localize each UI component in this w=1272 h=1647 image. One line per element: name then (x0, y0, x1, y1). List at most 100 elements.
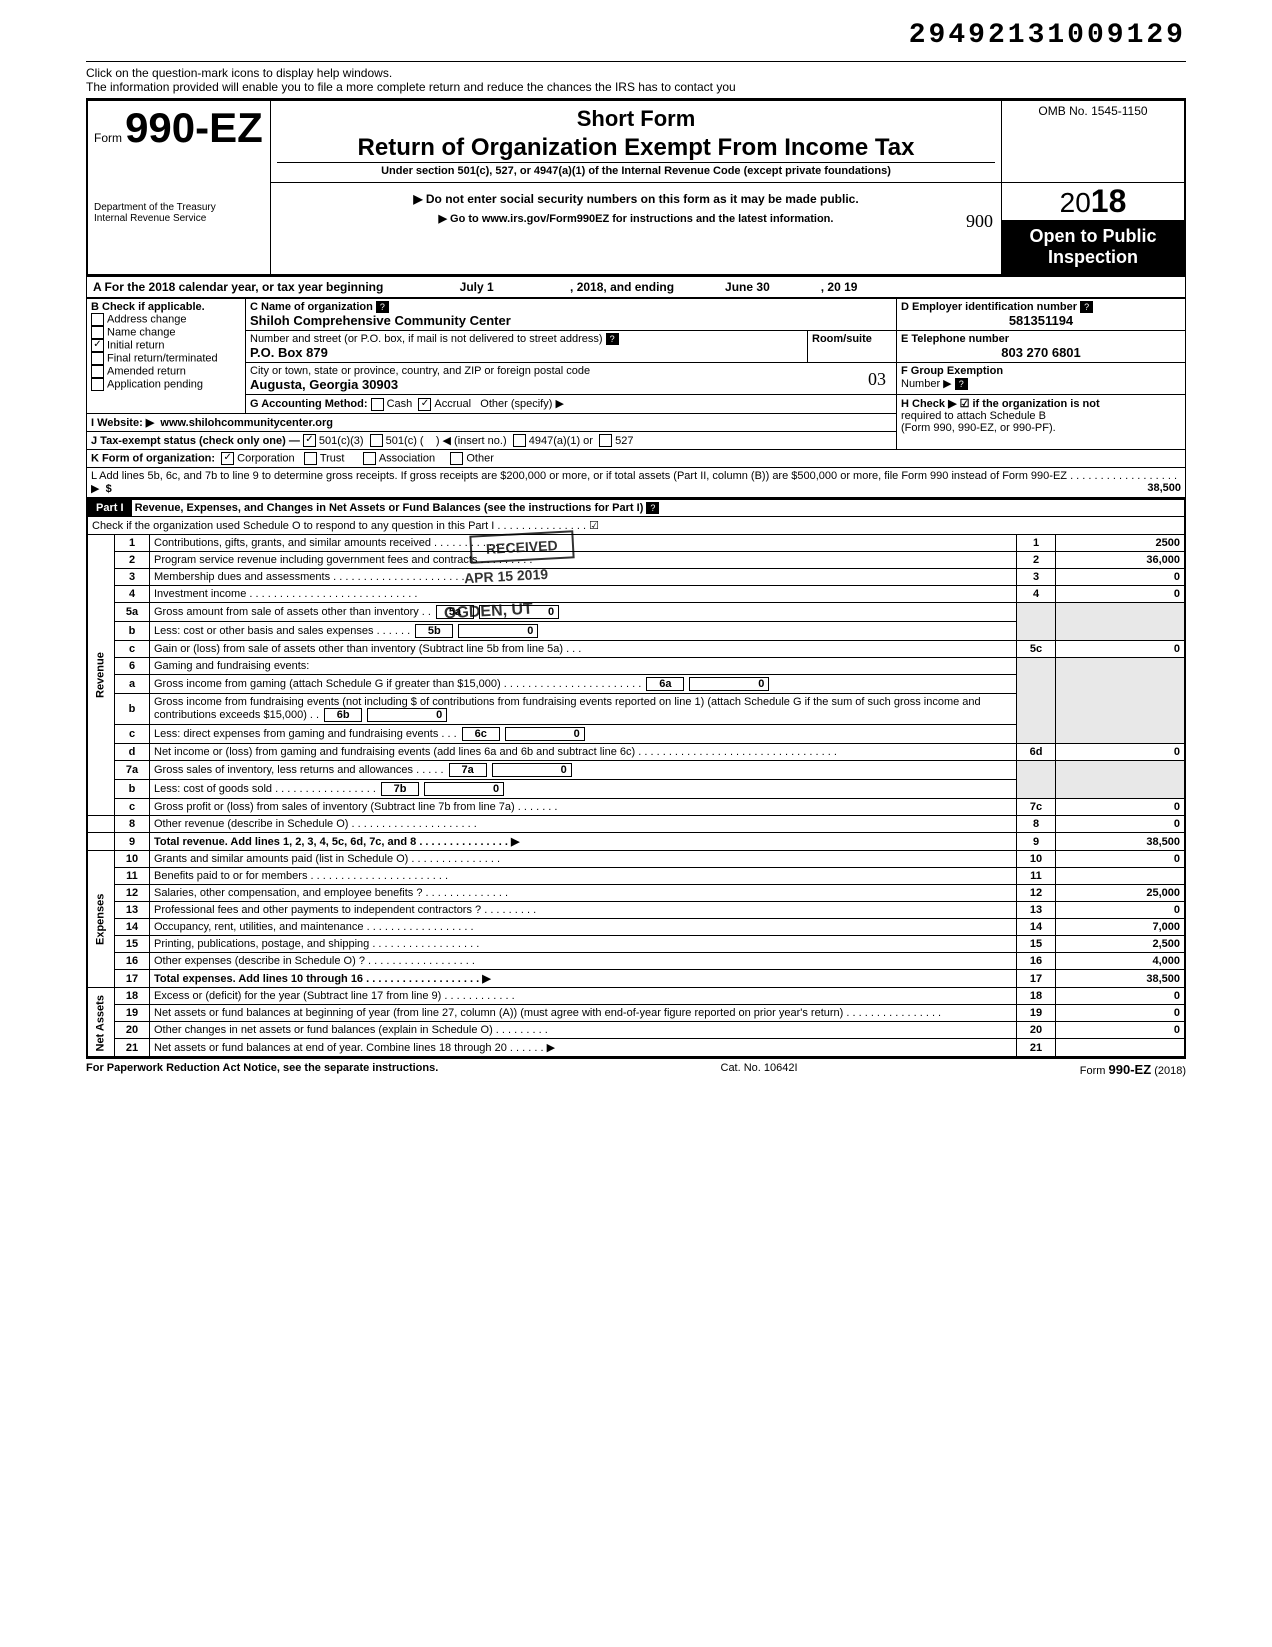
help-icon[interactable]: ? (955, 378, 968, 390)
line-20-col: 20 (1017, 1022, 1056, 1039)
line-17-text: Total expenses. Add lines 10 through 16 … (154, 973, 491, 985)
year-end: June 30 (677, 280, 817, 294)
row-a-end3: 19 (844, 280, 857, 294)
line-6d-text: Net income or (loss) from gaming and fun… (154, 746, 837, 758)
line-13-val: 0 (1056, 902, 1186, 919)
line-4-col: 4 (1017, 586, 1056, 603)
line-2-col: 2 (1017, 552, 1056, 569)
line-1-text: Contributions, gifts, grants, and simila… (154, 537, 510, 549)
line-5a-text: Gross amount from sale of assets other t… (154, 606, 431, 618)
b-label: B Check if applicable. (91, 301, 241, 313)
line-17-col: 17 (1017, 970, 1056, 988)
form-header: Form 990-EZ Department of the Treasury I… (86, 99, 1186, 276)
help-icon[interactable]: ? (1080, 301, 1093, 313)
chk-4947[interactable] (513, 434, 526, 447)
chk-accrual[interactable]: ✓ (418, 398, 431, 411)
addr-label: Number and street (or P.O. box, if mail … (250, 333, 603, 345)
line-13-text: Professional fees and other payments to … (154, 904, 536, 916)
chk-initial-return[interactable]: ✓ (91, 339, 104, 352)
line-8-no: 8 (115, 816, 150, 833)
line-6d-val: 0 (1056, 744, 1186, 761)
room-suite-label: Room/suite (812, 333, 872, 345)
j-501c: 501(c) ( (386, 435, 424, 447)
line-13-col: 13 (1017, 902, 1056, 919)
line-19-val: 0 (1056, 1005, 1186, 1022)
footer: For Paperwork Reduction Act Notice, see … (86, 1058, 1186, 1080)
line-5c-val: 0 (1056, 641, 1186, 658)
goto-link: ▶ Go to www.irs.gov/Form990EZ for instru… (277, 212, 995, 225)
line-11-col: 11 (1017, 868, 1056, 885)
help-icon[interactable]: ? (376, 301, 389, 313)
help-icon[interactable]: ? (646, 502, 659, 514)
line-7c-text: Gross profit or (loss) from sales of inv… (154, 801, 557, 813)
ein: 581351194 (901, 313, 1181, 328)
chk-cash[interactable] (371, 398, 384, 411)
line-7b-text: Less: cost of goods sold . . . . . . . .… (154, 783, 376, 795)
k-assoc: Association (379, 453, 435, 465)
chk-other[interactable] (450, 452, 463, 465)
help-icon[interactable]: ? (606, 333, 619, 345)
expenses-side-label: Expenses (87, 851, 115, 988)
line-7b-sub: 7b (381, 782, 419, 796)
line-7b-no: b (115, 780, 150, 799)
k-other: Other (466, 453, 494, 465)
line-5b-text: Less: cost or other basis and sales expe… (154, 625, 410, 637)
under-section: Under section 501(c), 527, or 4947(a)(1)… (277, 162, 995, 179)
chk-527[interactable] (599, 434, 612, 447)
form-prefix: Form (94, 131, 122, 145)
l-dollar: $ (106, 483, 112, 495)
line-16-text: Other expenses (describe in Schedule O) … (154, 955, 475, 967)
line-6c-sub: 6c (462, 727, 500, 741)
chk-address-change[interactable] (91, 313, 104, 326)
chk-name-change[interactable] (91, 326, 104, 339)
revenue-side-label: Revenue (87, 535, 115, 816)
line-9-text: Total revenue. Add lines 1, 2, 3, 4, 5c,… (154, 836, 519, 848)
org-name: Shiloh Comprehensive Community Center (250, 313, 511, 328)
line-21-val (1056, 1039, 1186, 1058)
tax-year: 2018 (1002, 183, 1184, 220)
line-5c-text: Gain or (loss) from sale of assets other… (154, 643, 581, 655)
line-5a-no: 5a (115, 603, 150, 622)
org-city: Augusta, Georgia 30903 (250, 377, 398, 392)
line-6b-text: Gross income from fundraising events (no… (154, 696, 981, 721)
row-a-tax-year: A For the 2018 calendar year, or tax yea… (86, 276, 1186, 298)
chk-final-return[interactable] (91, 352, 104, 365)
e-label: E Telephone number (901, 333, 1009, 345)
chk-amended[interactable] (91, 365, 104, 378)
b-name-change: Name change (107, 326, 176, 338)
line-19-no: 19 (115, 1005, 150, 1022)
line-1-no: 1 (115, 535, 150, 552)
line-5c-no: c (115, 641, 150, 658)
j-501c3: 501(c)(3) (319, 435, 364, 447)
line-17-no: 17 (115, 970, 150, 988)
chk-501c3[interactable]: ✓ (303, 434, 316, 447)
l-text: L Add lines 5b, 6c, and 7b to line 9 to … (91, 470, 1177, 495)
chk-assoc[interactable] (363, 452, 376, 465)
part-1-check: Check if the organization used Schedule … (87, 517, 1185, 535)
line-11-val (1056, 868, 1186, 885)
line-9-col: 9 (1017, 833, 1056, 851)
help-note: Click on the question-mark icons to disp… (86, 61, 1186, 99)
row-a-label: A For the 2018 calendar year, or tax yea… (93, 280, 383, 294)
line-14-val: 7,000 (1056, 919, 1186, 936)
line-6b-sv: 0 (367, 708, 447, 722)
line-12-val: 25,000 (1056, 885, 1186, 902)
line-7c-no: c (115, 799, 150, 816)
footer-cat-no: Cat. No. 10642I (721, 1062, 798, 1077)
chk-trust[interactable] (304, 452, 317, 465)
chk-501c[interactable] (370, 434, 383, 447)
footer-left: For Paperwork Reduction Act Notice, see … (86, 1062, 438, 1077)
chk-pending[interactable] (91, 378, 104, 391)
no-ssn-warning: ▶ Do not enter social security numbers o… (277, 192, 995, 206)
line-20-no: 20 (115, 1022, 150, 1039)
line-14-text: Occupancy, rent, utilities, and maintena… (154, 921, 474, 933)
j-4947: 4947(a)(1) or (529, 435, 593, 447)
g-label: G Accounting Method: (250, 398, 368, 410)
g-accrual: Accrual (434, 398, 471, 410)
b-pending: Application pending (107, 378, 203, 390)
h-line1: H Check ▶ ☑ if the organization is not (901, 397, 1181, 410)
line-10-val: 0 (1056, 851, 1186, 868)
chk-corp[interactable]: ✓ (221, 452, 234, 465)
line-10-no: 10 (115, 851, 150, 868)
help-line-1: Click on the question-mark icons to disp… (86, 66, 392, 80)
